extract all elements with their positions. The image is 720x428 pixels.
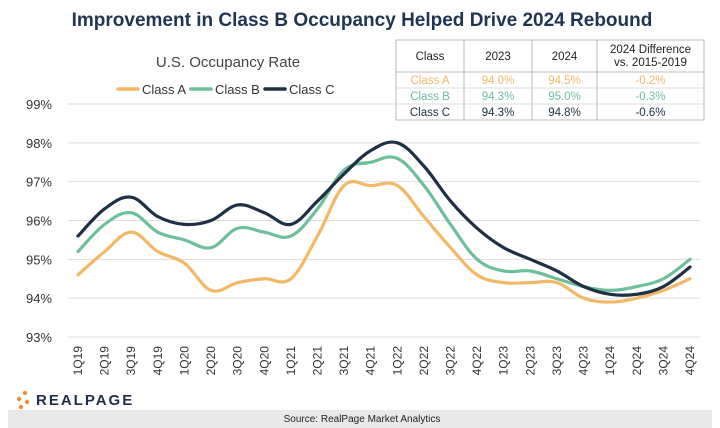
table-frame [395, 39, 705, 121]
brand-name: REALPAGE [36, 392, 134, 409]
x-tick-label: 4Q23 [577, 346, 591, 376]
table-cell: 94.3% [482, 91, 515, 103]
legend: Class A Class B Class C [116, 82, 335, 97]
source-note: Source: RealPage Market Analytics [284, 414, 441, 425]
table-cell: 94.3% [482, 107, 515, 119]
table-header: 2024 [552, 51, 578, 63]
table-cell: 94.0% [482, 75, 515, 87]
x-tick-label: 3Q22 [444, 346, 458, 376]
x-tick-label: 4Q22 [470, 346, 484, 376]
table-cell: Class C [410, 107, 450, 119]
y-tick-label: 98% [26, 136, 52, 151]
x-tick-label: 2Q21 [310, 346, 324, 376]
table-cell: 94.8% [548, 107, 581, 119]
y-tick-label: 94% [26, 291, 52, 306]
x-tick-label: 2Q19 [98, 346, 112, 376]
x-tick-label: 1Q23 [497, 346, 511, 376]
series-line-class-a [76, 179, 692, 304]
table-cell: Class B [410, 91, 450, 103]
x-tick-label: 2Q22 [417, 346, 431, 376]
x-tick-label: 1Q19 [71, 346, 85, 376]
legend-label: Class A [142, 82, 186, 97]
y-axis-ticks: 93% 94% 95% 96% 97% 98% 99% [26, 97, 52, 345]
table-cell: -0.2% [635, 75, 665, 87]
x-tick-label: 4Q20 [257, 346, 271, 376]
table-cell: 95.0% [548, 91, 581, 103]
series-line-class-c [76, 140, 692, 297]
x-tick-label: 2Q23 [523, 346, 537, 376]
chart-subtitle: U.S. Occupancy Rate [156, 54, 300, 71]
y-tick-label: 99% [26, 97, 52, 112]
legend-label: Class B [215, 82, 260, 97]
table-cell: -0.6% [635, 107, 665, 119]
x-tick-label: 2Q24 [630, 346, 644, 376]
realpage-logo: REALPAGE [16, 390, 134, 410]
table-cell: Class A [411, 75, 450, 87]
x-tick-label: 1Q20 [177, 346, 191, 376]
x-tick-label: 1Q24 [603, 346, 617, 376]
chart-title: Improvement in Class B Occupancy Helped … [72, 10, 653, 31]
summary-table: Class 2023 2024 2024 Difference vs. 2015-201… [395, 39, 705, 121]
source-bar [8, 410, 712, 428]
x-tick-label: 4Q24 [683, 346, 697, 376]
x-tick-label: 3Q23 [550, 346, 564, 376]
realpage-dots-icon [16, 390, 30, 410]
x-tick-label: 3Q19 [124, 346, 138, 376]
x-tick-label: 3Q24 [656, 346, 670, 376]
y-tick-label: 96% [26, 214, 52, 229]
table-header: 2024 Difference vs. 2015-2019 [610, 44, 691, 69]
table-header: 2023 [485, 51, 511, 63]
x-tick-label: 4Q21 [364, 346, 378, 376]
y-tick-label: 97% [26, 175, 52, 190]
table-cell: -0.3% [635, 91, 665, 103]
legend-label: Class C [289, 82, 335, 97]
series-line-class-b [76, 155, 692, 292]
x-axis-ticks: 1Q19 2Q19 3Q19 4Q19 1Q20 2Q20 3Q20 4Q20 1Q21 2Q21… [71, 346, 697, 376]
x-tick-label: 4Q19 [151, 346, 165, 376]
series-lines [76, 140, 692, 304]
table-cell: 94.5% [548, 75, 581, 87]
y-tick-label: 95% [26, 252, 52, 267]
x-tick-label: 1Q21 [284, 346, 298, 376]
y-tick-label: 93% [26, 330, 52, 345]
x-tick-label: 3Q20 [231, 346, 245, 376]
x-tick-label: 1Q22 [390, 346, 404, 376]
x-tick-label: 3Q21 [337, 346, 351, 376]
x-tick-label: 2Q20 [204, 346, 218, 376]
table-header: Class [416, 51, 445, 63]
